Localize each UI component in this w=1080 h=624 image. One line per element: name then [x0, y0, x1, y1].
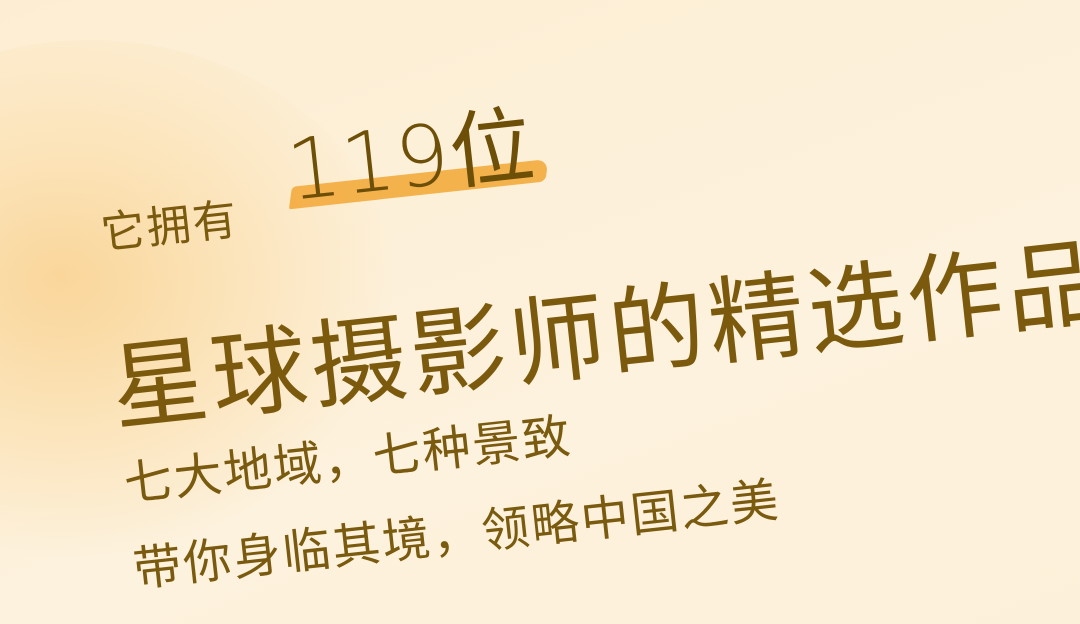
- count-number: 119位: [282, 95, 540, 220]
- headline: 星球摄影师的精选作品: [106, 225, 1080, 446]
- photographer-count: 119位: [282, 95, 549, 239]
- intro-text: 它拥有: [98, 193, 242, 260]
